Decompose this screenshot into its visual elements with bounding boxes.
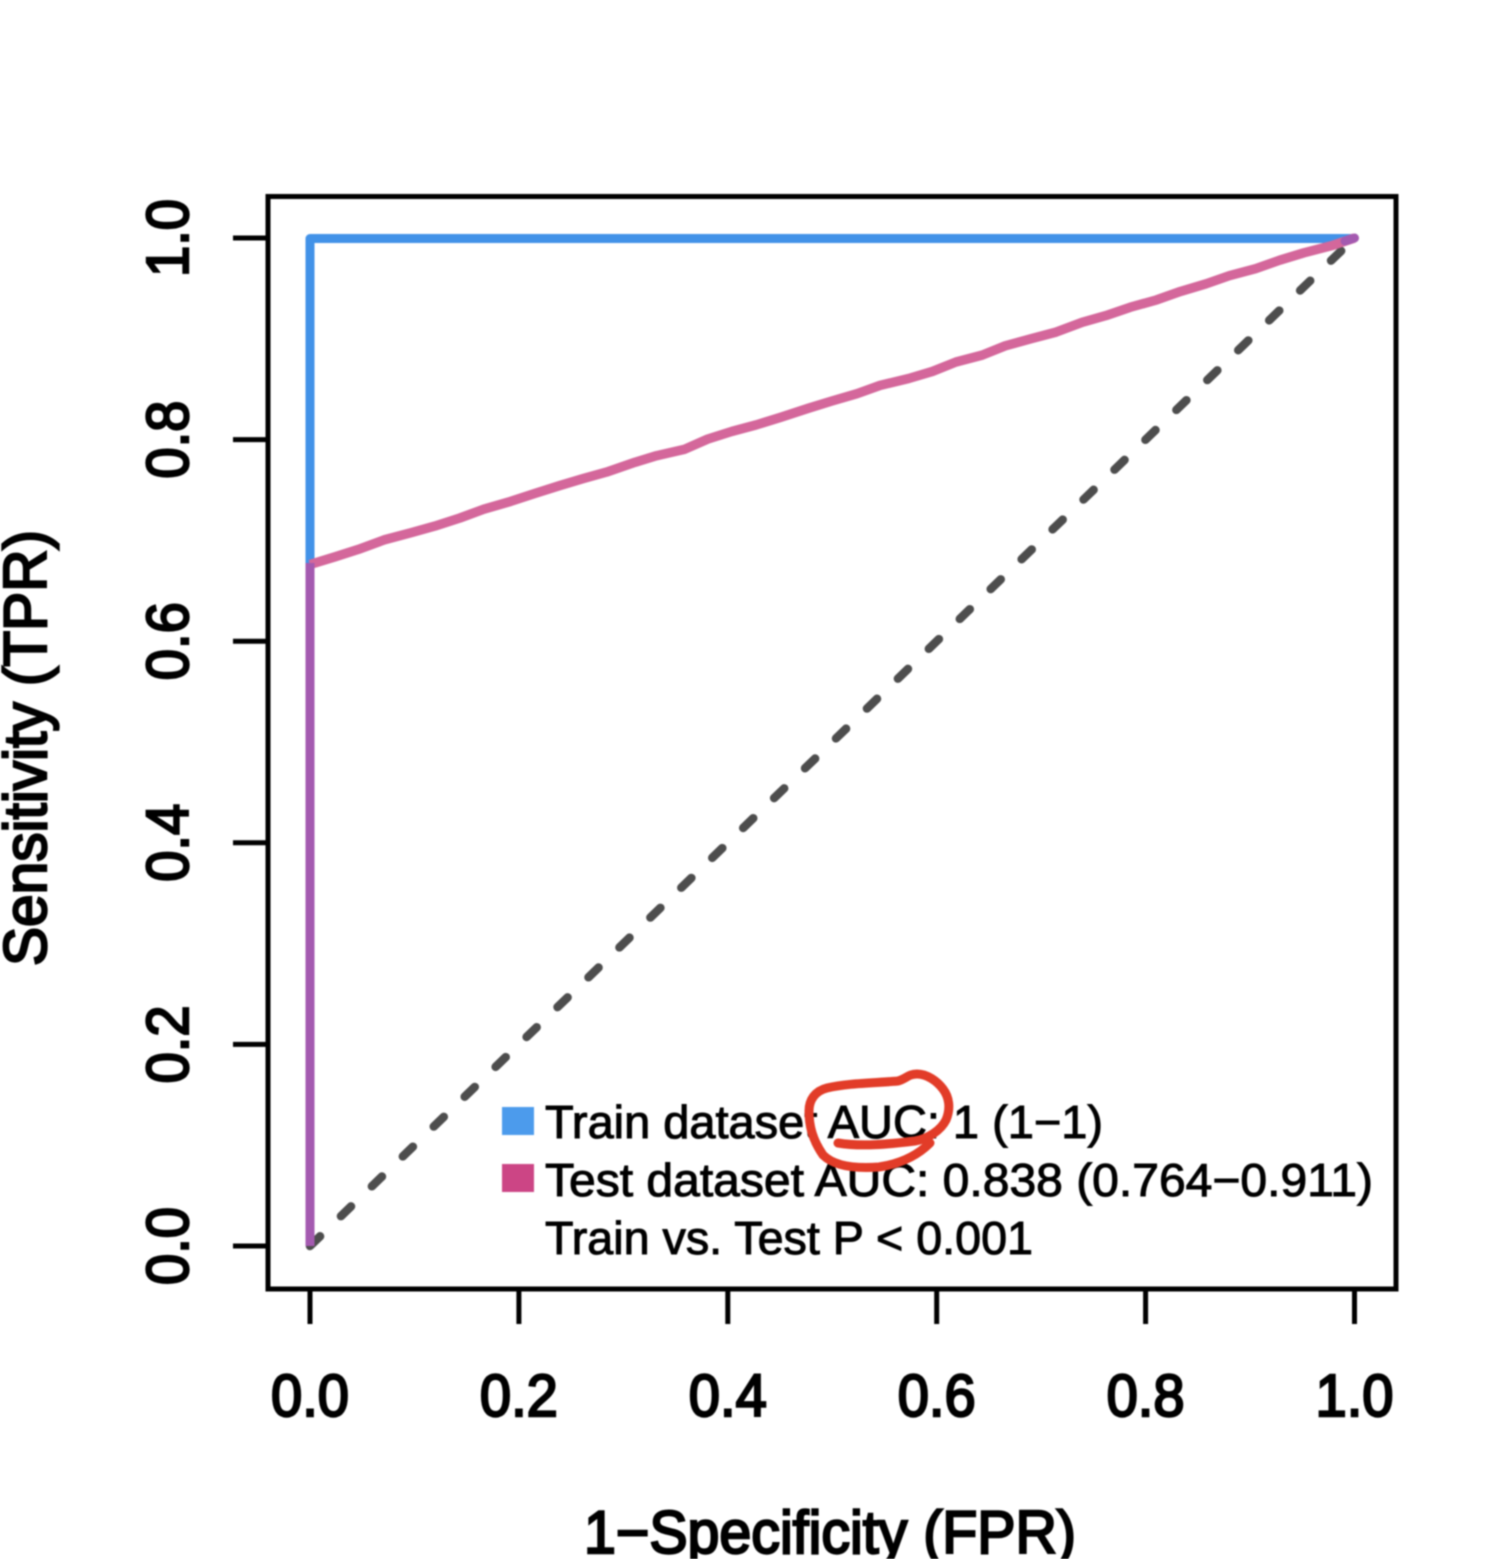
svg-text:Test dataset AUC: 0.838 (0.764: Test dataset AUC: 0.838 (0.764−0.911) [545, 1154, 1373, 1206]
svg-text:Train vs. Test P < 0.001: Train vs. Test P < 0.001 [545, 1212, 1033, 1264]
svg-text:0.2: 0.2 [135, 1005, 201, 1083]
svg-text:0.0: 0.0 [135, 1207, 201, 1285]
svg-text:0.6: 0.6 [135, 602, 201, 680]
svg-text:1.0: 1.0 [135, 199, 201, 277]
svg-text:1.0: 1.0 [1316, 1363, 1394, 1429]
svg-text:1−Specificity (FPR): 1−Specificity (FPR) [584, 1499, 1076, 1559]
svg-text:0.6: 0.6 [898, 1363, 976, 1429]
svg-text:Train dataset AUC: 1 (1−1): Train dataset AUC: 1 (1−1) [545, 1096, 1103, 1148]
svg-text:0.8: 0.8 [1107, 1363, 1185, 1429]
svg-text:0.8: 0.8 [135, 401, 201, 479]
svg-text:0.4: 0.4 [689, 1363, 767, 1429]
svg-text:0.4: 0.4 [135, 804, 201, 882]
svg-text:0.2: 0.2 [480, 1363, 558, 1429]
svg-text:Sensitivity (TPR): Sensitivity (TPR) [0, 530, 59, 966]
svg-text:0.0: 0.0 [271, 1363, 349, 1429]
